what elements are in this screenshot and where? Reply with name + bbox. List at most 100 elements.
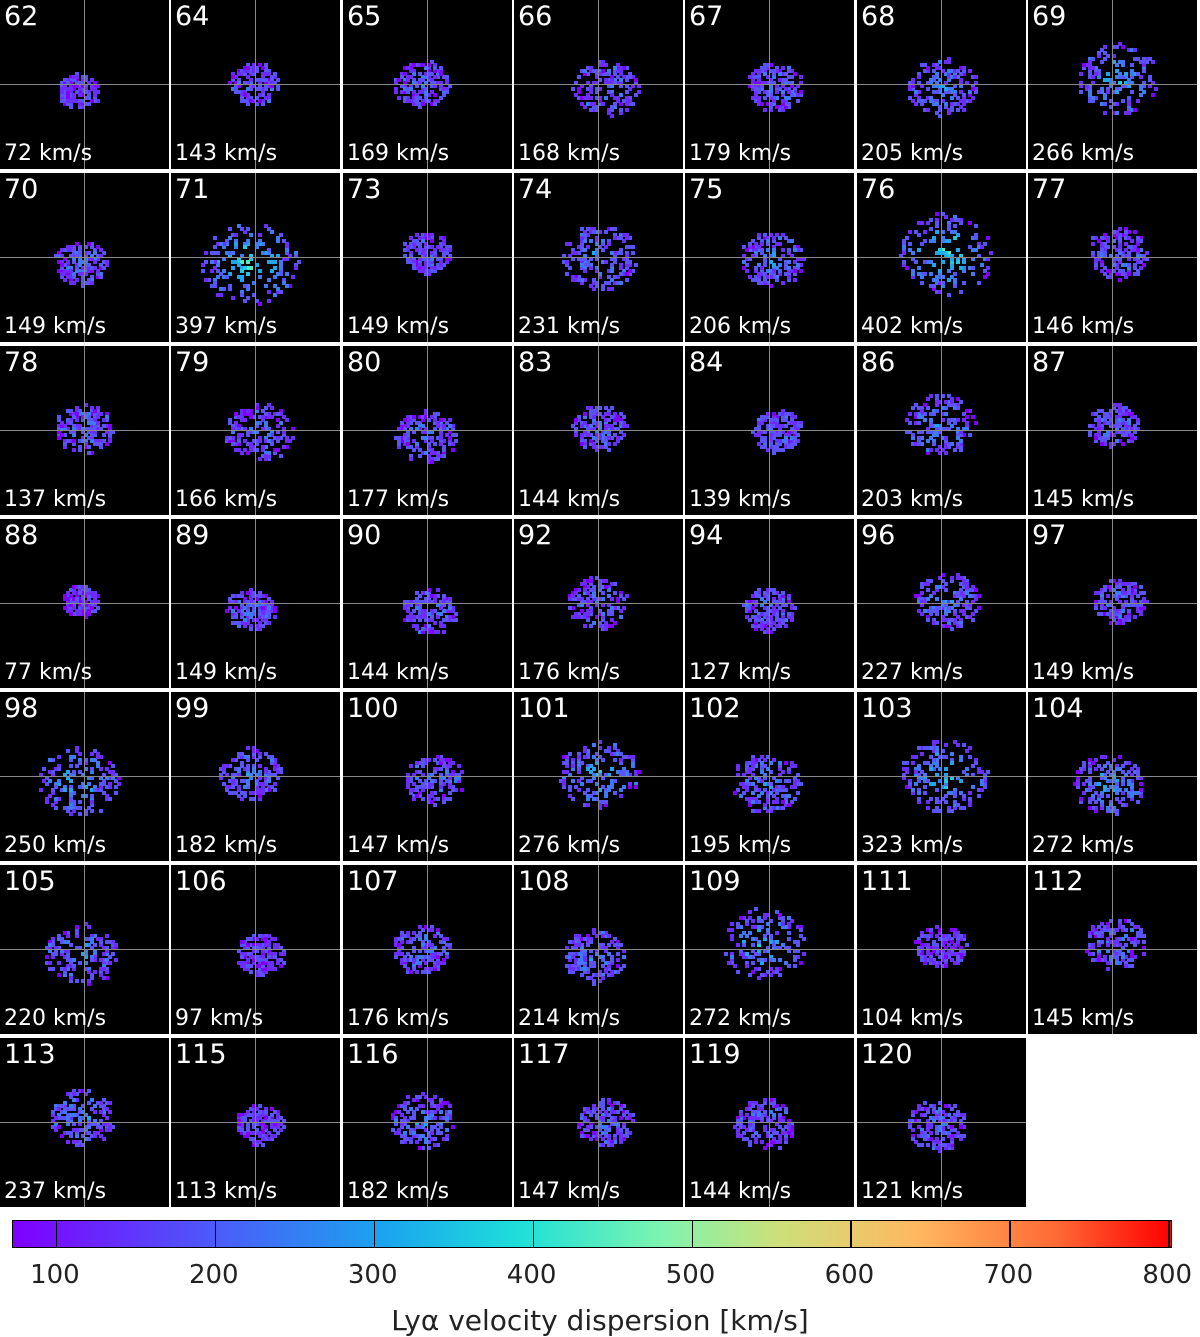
- map-pixel: [781, 621, 785, 625]
- map-pixel: [60, 263, 64, 267]
- map-pixel: [932, 442, 936, 446]
- panel-dispersion: 169 km/s: [347, 141, 449, 167]
- map-pixel: [258, 87, 262, 91]
- map-pixel: [917, 248, 921, 252]
- map-pixel: [99, 275, 103, 279]
- map-pixel: [240, 293, 244, 297]
- map-pixel: [57, 436, 61, 440]
- map-pixel: [613, 227, 617, 231]
- map-pixel: [442, 448, 446, 452]
- map-pixel: [66, 245, 70, 249]
- map-pixel: [911, 272, 915, 276]
- map-pixel: [589, 239, 593, 243]
- map-pixel: [607, 69, 611, 73]
- map-pixel: [1082, 63, 1086, 67]
- map-pixel: [604, 281, 608, 285]
- map-pixel: [397, 96, 401, 100]
- map-pixel: [790, 421, 794, 425]
- map-pixel: [1130, 72, 1134, 76]
- map-pixel: [778, 78, 782, 82]
- map-pixel: [763, 66, 767, 70]
- map-pixel: [592, 415, 596, 419]
- map-pixel: [592, 230, 596, 234]
- map-pixel: [971, 272, 975, 276]
- map-pixel: [415, 442, 419, 446]
- map-pixel: [781, 615, 785, 619]
- map-pixel: [1097, 424, 1101, 428]
- panel-id: 71: [175, 175, 209, 205]
- map-pixel: [1091, 75, 1095, 79]
- map-pixel: [784, 424, 788, 428]
- panel-id: 77: [1032, 175, 1066, 205]
- map-pixel: [433, 75, 437, 79]
- map-pixel: [929, 412, 933, 416]
- map-pixel: [1118, 278, 1122, 282]
- map-pixel: [932, 263, 936, 267]
- map-pixel: [433, 102, 437, 106]
- map-pixel: [974, 588, 978, 592]
- map-pixel: [403, 248, 407, 252]
- map-pixel: [968, 69, 972, 73]
- map-pixel: [959, 78, 963, 82]
- map-pixel: [1115, 621, 1119, 625]
- map-pixel: [261, 445, 265, 449]
- map-pixel: [944, 400, 948, 404]
- map-pixel: [589, 108, 593, 112]
- map-pixel: [1124, 72, 1128, 76]
- map-pixel: [222, 269, 226, 273]
- map-pixel: [87, 445, 91, 449]
- map-pixel: [796, 99, 800, 103]
- map-pixel: [956, 406, 960, 410]
- map-pixel: [1100, 248, 1104, 252]
- map-pixel: [249, 627, 253, 631]
- map-pixel: [231, 594, 235, 598]
- map-pixel: [285, 418, 289, 422]
- map-pixel: [628, 72, 632, 76]
- map-pixel: [607, 275, 611, 279]
- map-pixel: [583, 233, 587, 237]
- map-pixel: [935, 448, 939, 452]
- panel-dispersion: 144 km/s: [518, 487, 620, 513]
- panel-dispersion: 179 km/s: [689, 141, 791, 167]
- map-pixel: [775, 418, 779, 422]
- map-pixel: [920, 242, 924, 246]
- map-pixel: [772, 609, 776, 613]
- map-pixel: [583, 615, 587, 619]
- map-pixel: [935, 90, 939, 94]
- map-pixel: [69, 764, 73, 768]
- map-pixel: [959, 439, 963, 443]
- map-pixel: [965, 585, 969, 589]
- map-pixel: [574, 591, 578, 595]
- map-pixel: [775, 442, 779, 446]
- map-pixel: [799, 269, 803, 273]
- map-pixel: [935, 66, 939, 70]
- map-pixel: [619, 594, 623, 598]
- map-pixel: [267, 621, 271, 625]
- map-pixel: [96, 269, 100, 273]
- map-pixel: [574, 93, 578, 97]
- map-pixel: [959, 290, 963, 294]
- map-pixel: [1091, 242, 1095, 246]
- map-pixel: [258, 302, 262, 306]
- map-pixel: [619, 615, 623, 619]
- map-pixel: [442, 630, 446, 634]
- map-pixel: [947, 69, 951, 73]
- map-pixel: [1103, 102, 1107, 106]
- map-pixel: [947, 224, 951, 228]
- map-pixel: [796, 263, 800, 267]
- map-pixel: [418, 242, 422, 246]
- map-pixel: [1115, 424, 1119, 428]
- map-pixel: [1106, 54, 1110, 58]
- map-pixel: [415, 248, 419, 252]
- map-pixel: [1118, 72, 1122, 76]
- panel-dispersion: 149 km/s: [347, 314, 449, 340]
- map-pixel: [1121, 272, 1125, 276]
